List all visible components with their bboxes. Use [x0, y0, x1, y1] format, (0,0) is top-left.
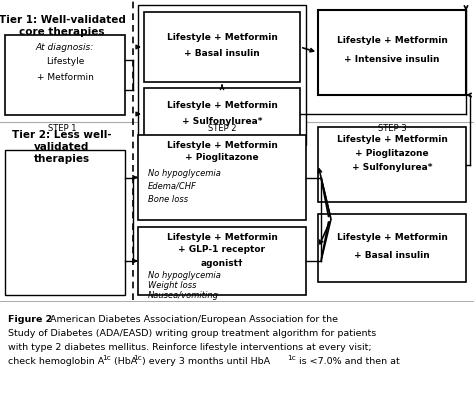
Bar [138, 5, 306, 145]
Text: + Basal insulin: + Basal insulin [354, 251, 430, 260]
Bar [318, 10, 466, 95]
Text: Tier 1: Well-validated: Tier 1: Well-validated [0, 15, 126, 25]
Text: Lifestyle + Metformin: Lifestyle + Metformin [166, 141, 277, 150]
Text: Figure 2: Figure 2 [8, 315, 52, 324]
Text: Tier 2: Less well-: Tier 2: Less well- [12, 130, 112, 140]
Text: Nausea/vomiting: Nausea/vomiting [148, 291, 219, 299]
Text: American Diabetes Association/European Association for the: American Diabetes Association/European A… [50, 315, 338, 324]
Text: At diagnosis:: At diagnosis: [36, 42, 94, 52]
Text: therapies: therapies [34, 154, 90, 164]
Text: + Sulfonylurea*: + Sulfonylurea* [182, 118, 262, 127]
Text: + Basal insulin: + Basal insulin [184, 50, 260, 58]
Text: ) every 3 months until HbA: ) every 3 months until HbA [142, 357, 270, 366]
Bar [138, 227, 306, 295]
Text: Lifestyle + Metformin: Lifestyle + Metformin [337, 36, 447, 45]
Text: Lifestyle: Lifestyle [46, 58, 84, 67]
Text: 1c: 1c [102, 355, 111, 361]
Text: + Pioglitazone: + Pioglitazone [355, 148, 429, 158]
Bar [144, 88, 300, 140]
Text: STEP 3: STEP 3 [378, 124, 406, 133]
Text: 1c: 1c [133, 355, 142, 361]
Text: + Sulfonylurea*: + Sulfonylurea* [352, 162, 432, 172]
Bar [138, 135, 306, 220]
Text: Lifestyle + Metformin: Lifestyle + Metformin [166, 233, 277, 241]
Text: check hemoglobin A: check hemoglobin A [8, 357, 104, 366]
Text: Lifestyle + Metformin: Lifestyle + Metformin [337, 233, 447, 243]
Bar [144, 12, 300, 82]
Bar [318, 214, 466, 282]
Text: Lifestyle + Metformin: Lifestyle + Metformin [166, 33, 277, 42]
Text: No hypoglycemia: No hypoglycemia [148, 270, 221, 279]
Bar [318, 127, 466, 202]
Bar [5, 35, 125, 115]
Text: 1c: 1c [287, 355, 296, 361]
Text: + Metformin: + Metformin [36, 73, 93, 81]
Text: Lifestyle + Metformin: Lifestyle + Metformin [166, 100, 277, 110]
Text: STEP 2: STEP 2 [208, 124, 236, 133]
Text: with type 2 diabetes mellitus. Reinforce lifestyle interventions at every visit;: with type 2 diabetes mellitus. Reinforce… [8, 343, 372, 352]
Text: Weight loss: Weight loss [148, 281, 197, 289]
Text: (HbA: (HbA [111, 357, 137, 366]
Text: STEP 1: STEP 1 [48, 124, 76, 133]
Text: + Intensive insulin: + Intensive insulin [344, 55, 440, 64]
Text: is <7.0% and then at: is <7.0% and then at [296, 357, 400, 366]
Bar [5, 150, 125, 295]
Text: + Pioglitazone: + Pioglitazone [185, 154, 259, 162]
Text: + GLP-1 receptor: + GLP-1 receptor [179, 245, 265, 254]
Text: Lifestyle + Metformin: Lifestyle + Metformin [337, 135, 447, 143]
Text: agonist†: agonist† [201, 258, 243, 268]
Text: validated: validated [34, 142, 90, 152]
Text: Edema/CHF: Edema/CHF [148, 181, 197, 191]
Text: Bone loss: Bone loss [148, 195, 188, 204]
Text: No hypoglycemia: No hypoglycemia [148, 168, 221, 177]
Text: Study of Diabetes (ADA/EASD) writing group treatment algorithm for patients: Study of Diabetes (ADA/EASD) writing gro… [8, 329, 376, 338]
Text: core therapies: core therapies [19, 27, 105, 37]
